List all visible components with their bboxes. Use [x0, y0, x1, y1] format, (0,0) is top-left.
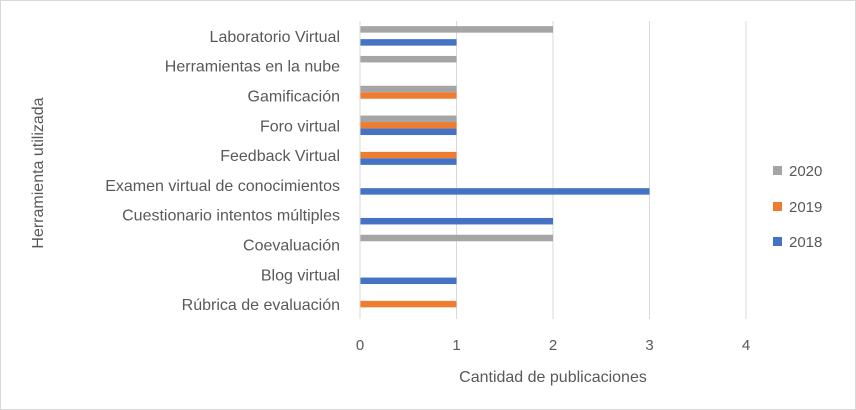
x-tick-label: 3: [645, 337, 653, 354]
category-label: Feedback Virtual: [220, 148, 340, 165]
y-axis-title: Herramienta utilizada: [30, 97, 47, 248]
x-tick-label: 4: [742, 337, 750, 354]
category-label: Gamificación: [248, 89, 340, 106]
legend-swatch-2020: [773, 166, 782, 175]
bar-2018: [360, 277, 457, 285]
legend-label: 2018: [789, 234, 822, 251]
bar-2019: [360, 122, 457, 129]
bar-2018: [360, 128, 457, 136]
bar-2019: [360, 92, 457, 99]
legend-swatch-2019: [773, 202, 782, 211]
category-label: Foro virtual: [260, 118, 340, 135]
bar-2018: [360, 188, 650, 195]
category-label: Rúbrica de evaluación: [182, 297, 340, 314]
category-label: Cuestionario intentos múltiples: [122, 208, 340, 225]
legend-swatch-2018: [773, 237, 782, 246]
bar-2018: [360, 158, 457, 165]
bar-2019: [360, 151, 457, 159]
category-label: Herramientas en la nube: [165, 59, 340, 76]
bar-2019: [360, 300, 457, 308]
x-tick-label: 1: [452, 337, 460, 354]
bar-2020: [360, 234, 553, 242]
bar-2020: [360, 115, 457, 123]
category-label: Coevaluación: [243, 238, 340, 255]
legend-label: 2019: [789, 199, 822, 216]
category-label: Blog virtual: [261, 267, 340, 284]
x-axis-title: Cantidad de publicaciones: [459, 369, 647, 386]
bar-2020: [360, 85, 457, 93]
category-label: Examen virtual de conocimientos: [105, 178, 340, 195]
bar-2020: [360, 26, 553, 33]
x-tick-label: 0: [356, 337, 364, 354]
x-tick-label: 2: [549, 337, 557, 354]
bar-2018: [360, 217, 553, 225]
legend-label: 2020: [789, 163, 822, 180]
category-label: Laboratorio Virtual: [210, 29, 340, 46]
bar-2018: [360, 39, 457, 46]
bar-2020: [360, 55, 457, 63]
